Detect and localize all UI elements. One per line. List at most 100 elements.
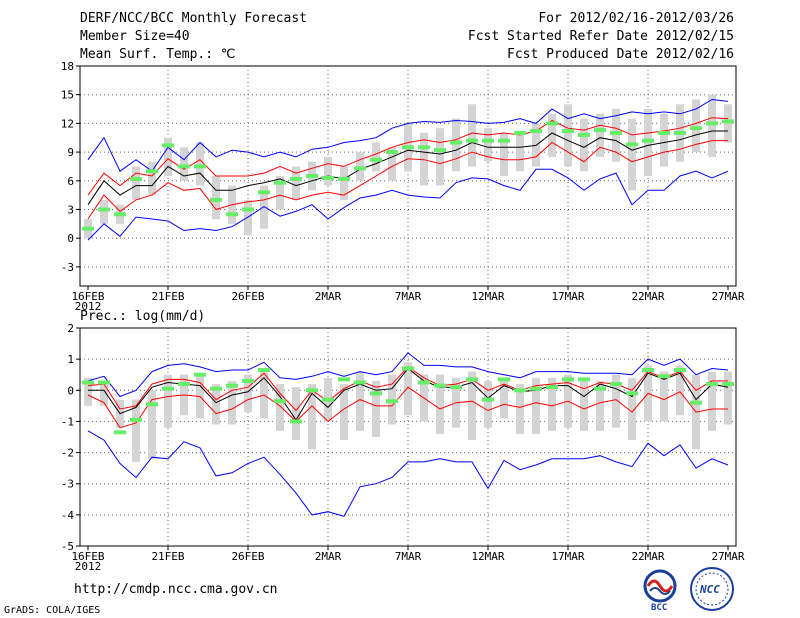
observed-marker [514,388,526,393]
ensemble-box [484,128,492,162]
observed-marker [386,399,398,404]
observed-marker [114,430,126,435]
observed-marker [274,399,286,404]
ensemble-box [660,371,668,422]
observed-marker [130,417,142,422]
y-tick-label: -2 [61,447,74,460]
observed-marker [370,391,382,396]
x-tick-label: 16FEB [71,550,104,563]
observed-marker [194,164,206,169]
ensemble-box [84,377,92,406]
ensemble-box [596,380,604,431]
x-tick-label: 7MAR [395,290,422,303]
y-tick-label: 6 [67,175,74,188]
observed-marker [674,368,686,373]
ensemble-box [660,113,668,167]
bcc-logo-text: BCC [651,603,667,612]
observed-marker [562,129,574,134]
variable-label: Mean Surf. Temp.: ℃ [80,47,236,62]
observed-marker [338,176,350,181]
ensemble-box [532,377,540,434]
observed-marker [194,372,206,377]
observed-marker [210,197,222,202]
start-refer-date: Fcst Started Refer Date 2012/02/15 [467,29,734,44]
y-tick-label: 0 [67,384,74,397]
observed-marker [722,382,734,387]
observed-marker [98,207,110,212]
observed-marker [498,377,510,382]
ensemble-box [516,132,524,172]
observed-marker [354,380,366,385]
member-size: Member Size=40 [80,29,190,44]
y-tick-label: -4 [61,509,75,522]
ensemble-box [404,362,412,416]
ensemble-box [500,132,508,176]
y-tick-label: 15 [61,89,74,102]
observed-marker [642,368,654,373]
observed-marker [546,385,558,390]
observed-marker [306,174,318,178]
observed-marker [306,388,318,393]
ncc-logo: NCC [690,567,734,611]
observed-marker [706,121,718,126]
observed-marker [130,176,142,181]
ensemble-box [628,377,636,441]
y-tick-label: 9 [67,146,74,159]
observed-marker [242,378,254,383]
ensemble-box [708,94,716,157]
ensemble-box [132,166,140,200]
forecast-period: For 2012/02/16-2012/03/26 [538,11,734,26]
observed-marker [594,128,606,133]
source-url[interactable]: http://cmdp.ncc.cma.gov.cn [74,582,278,597]
x-tick-label: 27MAR [711,550,744,563]
ensemble-box [148,390,156,459]
ensemble-box [100,380,108,406]
ensemble-box [244,374,252,413]
observed-marker [578,132,590,137]
observed-marker [290,176,302,181]
observed-marker [722,119,734,124]
observed-marker [418,145,430,150]
x-tick-label: 2MAR [315,290,342,303]
ensemble-box [452,118,460,172]
ensemble-box [212,384,220,425]
ensemble-box [180,147,188,181]
observed-marker [690,126,702,131]
x-tick-label: 21FEB [151,290,184,303]
series-max-line [87,98,729,172]
ensemble-box [484,380,492,428]
produced-date: Fcst Produced Date 2012/02/16 [507,47,734,62]
observed-marker [354,166,366,171]
observed-marker [578,377,590,382]
y-tick-label: 18 [61,60,74,73]
x-tick-label: 22MAR [631,290,664,303]
ensemble-box [548,377,556,431]
observed-marker [322,175,334,180]
series-min-line [87,430,729,517]
observed-marker [562,377,574,382]
observed-marker [402,366,414,371]
ensemble-box [340,166,348,200]
ensemble-box [196,142,204,186]
ensemble-box [292,166,300,200]
y-tick-label: 3 [67,203,74,216]
observed-marker [610,382,622,387]
observed-marker [706,382,718,387]
grads-credit: GrADS: COLA/IGES [4,605,101,616]
ensemble-box [692,99,700,153]
x-tick-label: 22MAR [631,550,664,563]
observed-marker [514,130,526,135]
ensemble-box [356,371,364,431]
precip-title: Prec.: log(mm/d) [80,309,206,324]
observed-marker [146,402,158,407]
ensemble-box [372,142,380,172]
observed-marker [498,138,510,143]
ensemble-box [388,147,396,181]
observed-marker [114,212,126,217]
observed-marker [402,145,414,150]
x-tick-label: 12MAR [471,550,504,563]
ensemble-box [596,113,604,157]
observed-marker [226,212,238,217]
observed-marker [226,383,238,388]
